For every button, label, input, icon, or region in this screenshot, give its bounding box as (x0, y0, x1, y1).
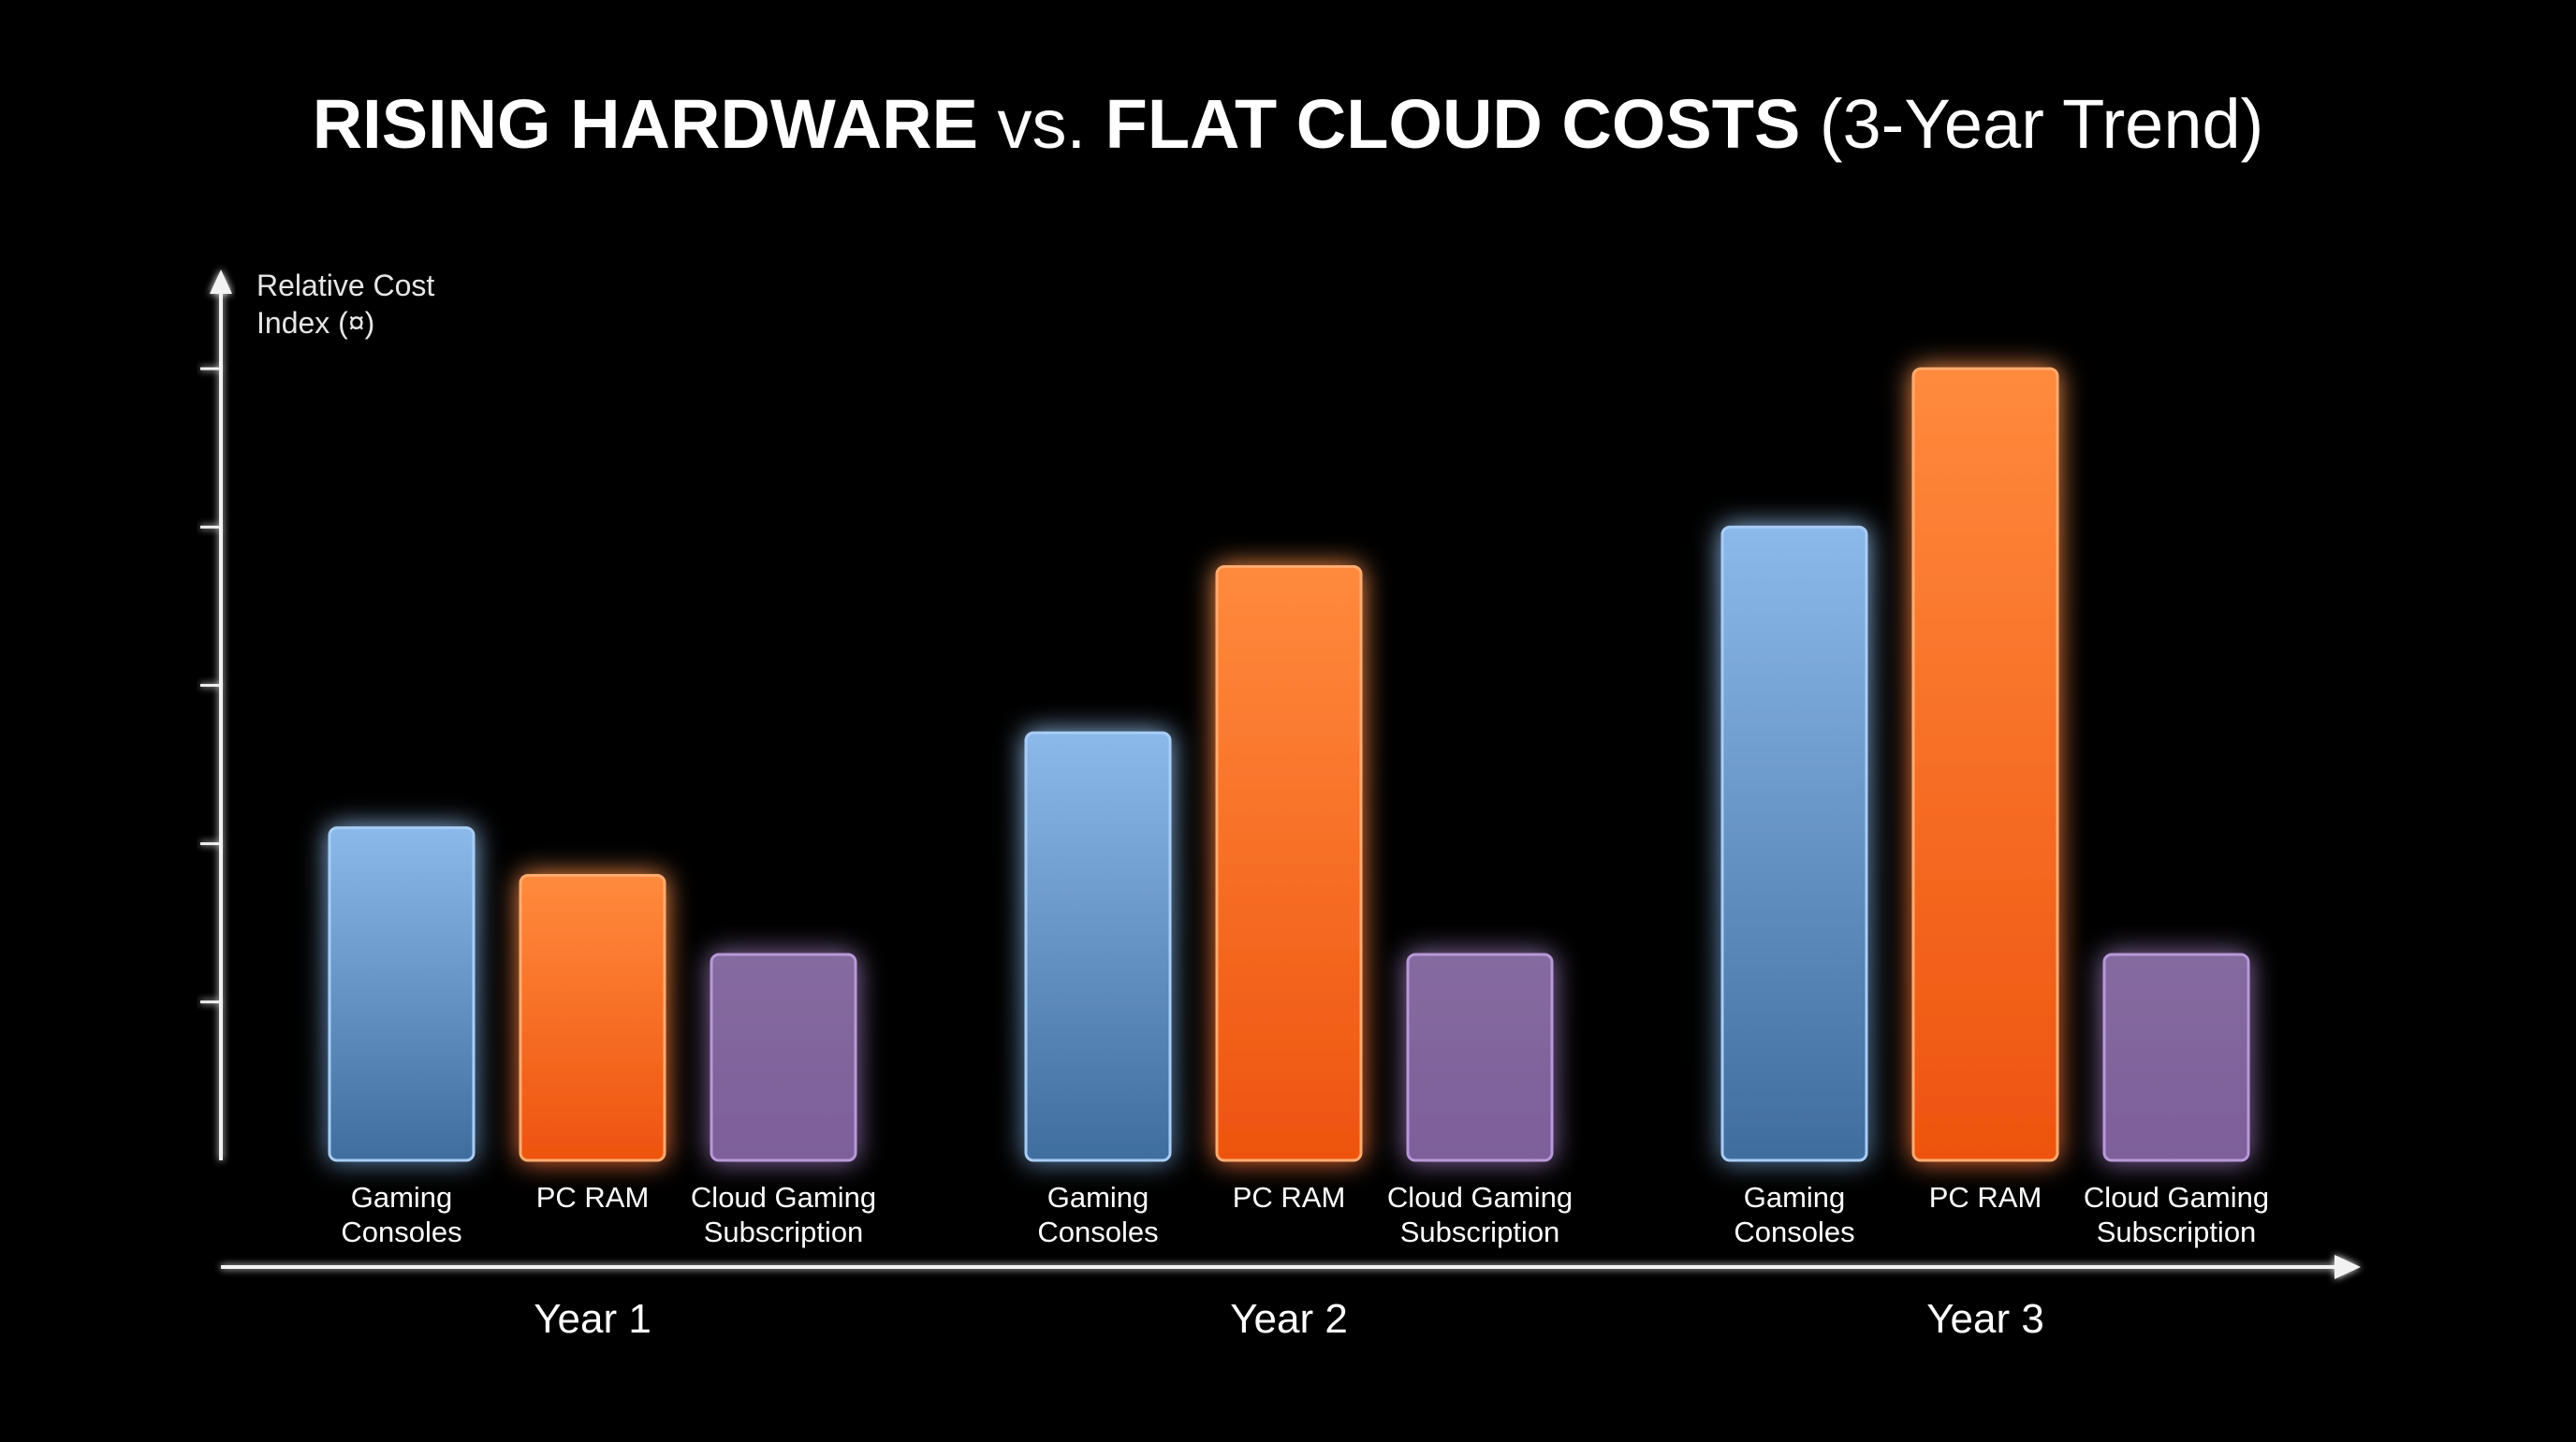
category-label-line-1: PC RAM (536, 1181, 650, 1214)
group-axis-arrowhead (2334, 1255, 2361, 1279)
y-axis (200, 269, 232, 1160)
chart-title-part-1: RISING HARDWARE (313, 85, 978, 163)
category-label-line-1: Cloud Gaming (691, 1181, 876, 1214)
chart-title: RISING HARDWARE vs. FLAT CLOUD COSTS (3-… (313, 85, 2264, 163)
category-label-line-1: Cloud Gaming (2084, 1181, 2269, 1214)
category-label-line-2: Consoles (341, 1216, 461, 1248)
category-label-line-2: Subscription (2097, 1216, 2257, 1248)
category-label-year-3-3: Cloud Gaming Subscription (2084, 1181, 2269, 1248)
category-label-line-2: Consoles (1734, 1216, 1854, 1248)
category-label-line-1: PC RAM (1233, 1181, 1346, 1214)
category-label-line-2: Consoles (1037, 1216, 1158, 1248)
y-axis-ticks (200, 367, 221, 1004)
category-label-line-1: PC RAM (1929, 1181, 2042, 1214)
y-axis-label-line-1: Relative Cost (256, 269, 434, 302)
category-label-line-2: Subscription (1400, 1216, 1560, 1248)
bar-year-2-series-3 (1406, 953, 1554, 1162)
category-label-year-3-1: Gaming Consoles (1734, 1181, 1854, 1248)
category-label-line-2: Subscription (704, 1216, 864, 1248)
category-label-line-1: Gaming (351, 1181, 453, 1214)
category-label-year-1-3: Cloud Gaming Subscription (691, 1181, 876, 1248)
category-label-year-1-2: PC RAM (536, 1181, 650, 1214)
bar-year-1-series-2 (519, 873, 666, 1162)
chart-title-part-4: (3-Year Trend) (1800, 85, 2263, 163)
category-label-year-2-3: Cloud Gaming Subscription (1387, 1181, 1573, 1248)
category-label-year-1-1: Gaming Consoles (341, 1181, 461, 1248)
bar-year-3-series-1 (1720, 525, 1868, 1162)
group-label-year-1: Year 1 (534, 1296, 651, 1342)
bar-year-1-series-1 (328, 826, 476, 1162)
y-axis-arrowhead (210, 269, 232, 294)
category-label-year-2-1: Gaming Consoles (1037, 1181, 1158, 1248)
bar-year-3-series-3 (2102, 953, 2250, 1162)
bar-year-2-series-1 (1024, 731, 1172, 1162)
chart-title-part-3: FLAT CLOUD COSTS (1105, 85, 1801, 163)
category-label-year-2-2: PC RAM (1233, 1181, 1346, 1214)
bar-year-3-series-2 (1911, 367, 2059, 1162)
bars-layer (328, 367, 2250, 1162)
group-axis (221, 1255, 2361, 1279)
y-axis-label-line-2: Index (¤) (256, 306, 374, 340)
category-label-line-1: Gaming (1047, 1181, 1149, 1214)
group-label-year-3: Year 3 (1926, 1296, 2044, 1342)
bar-year-1-series-3 (710, 953, 857, 1162)
bar-year-2-series-2 (1215, 565, 1363, 1162)
chart-title-part-2: vs. (978, 85, 1105, 163)
category-label-year-3-2: PC RAM (1929, 1181, 2042, 1214)
group-labels: Year 1 Year 2 Year 3 (534, 1296, 2044, 1342)
group-label-year-2: Year 2 (1230, 1296, 1348, 1342)
y-axis-label: Relative Cost Index (¤) (256, 269, 443, 340)
category-label-line-1: Gaming (1744, 1181, 1846, 1214)
category-label-line-1: Cloud Gaming (1387, 1181, 1573, 1214)
